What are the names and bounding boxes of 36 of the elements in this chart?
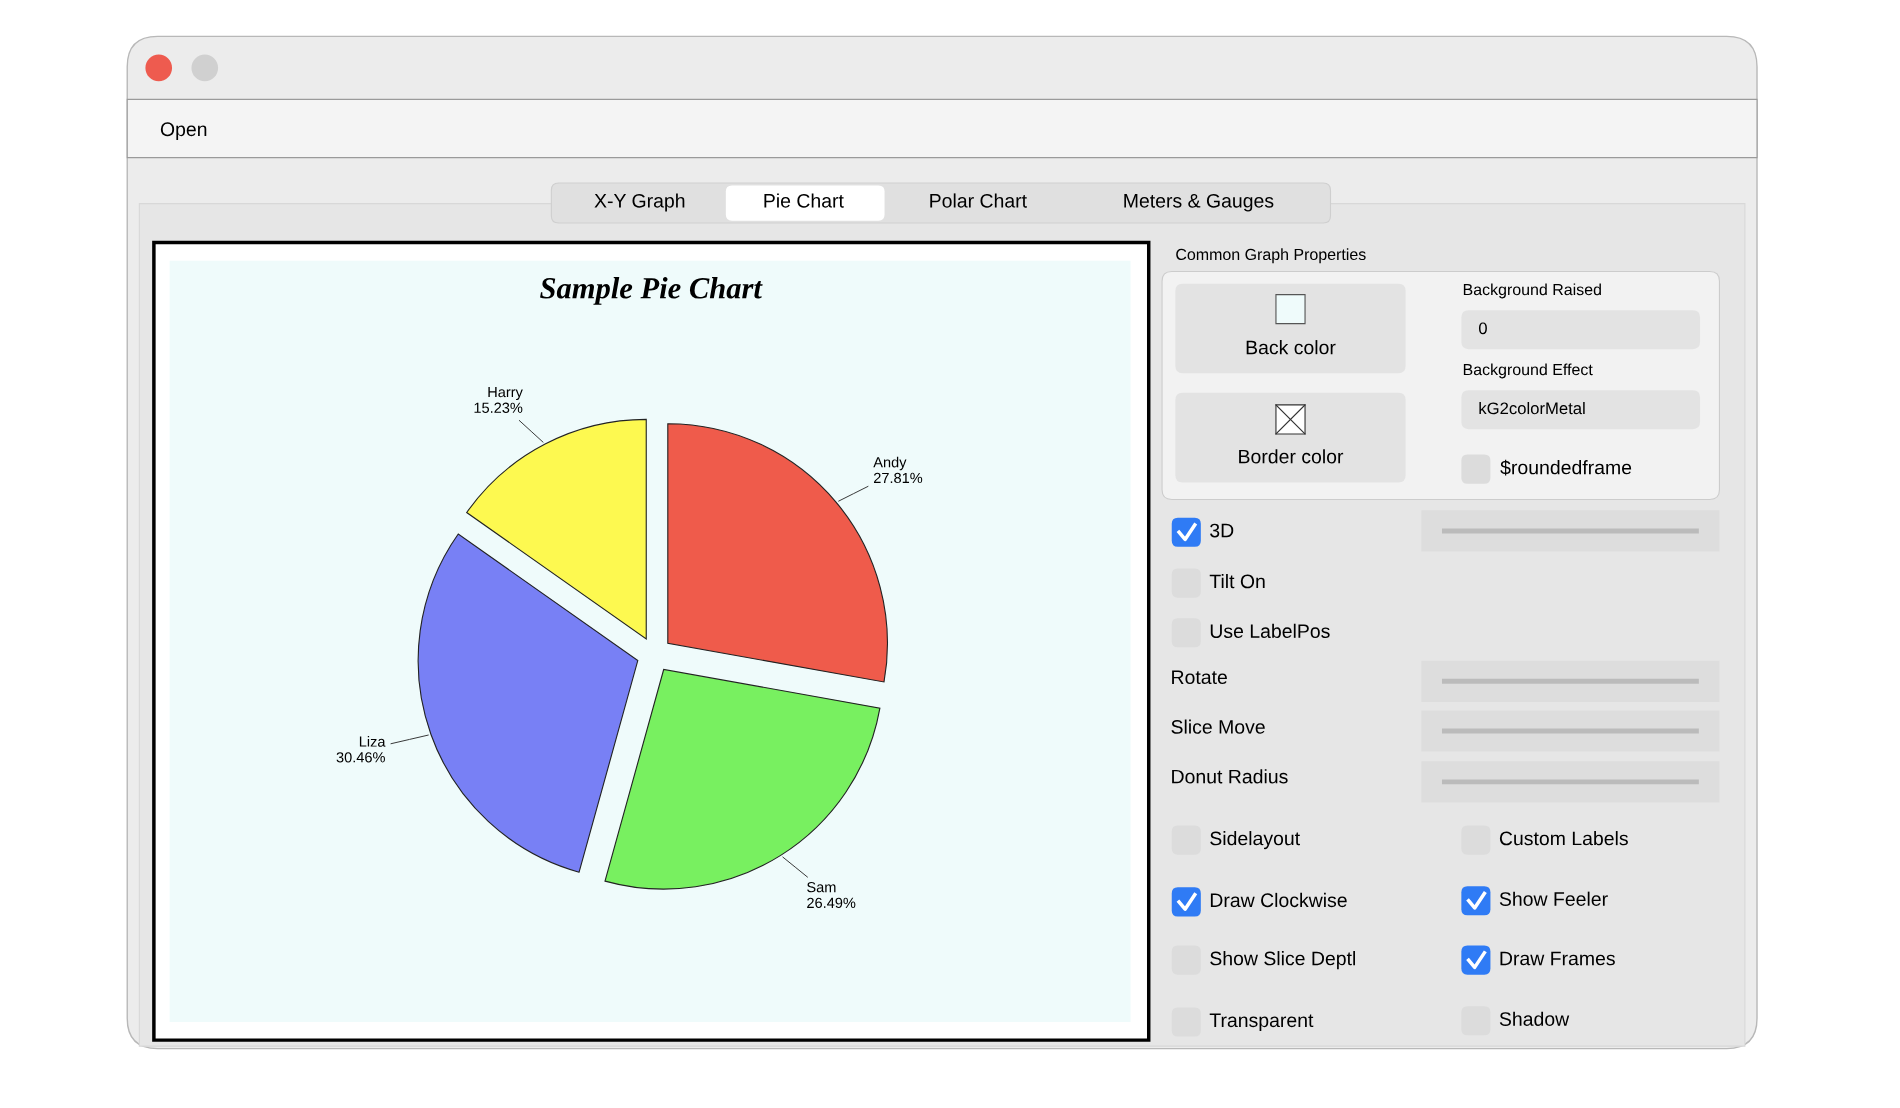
data-label: 26.49% <box>807 897 856 909</box>
text: 0 <box>1478 322 1487 335</box>
chart-title: Sample Pie Chart <box>540 277 763 305</box>
text: Pie Chart <box>764 193 844 208</box>
slice-label: Harry <box>488 387 523 401</box>
text: Polar Chart <box>930 193 1027 208</box>
text: Rotate <box>1172 670 1227 685</box>
data-label: 27.81% <box>873 472 923 484</box>
text: Meters & Gauges <box>1124 193 1274 212</box>
text: $roundedframe <box>1500 459 1632 476</box>
text: Transparent <box>1209 1013 1314 1031</box>
text: Common Graph Properties <box>1176 248 1366 264</box>
text: kG2colorMetal <box>1479 401 1585 415</box>
text: 3D <box>1210 523 1234 538</box>
text: Background Effect <box>1463 363 1593 379</box>
data-label: 15.23% <box>474 402 523 413</box>
text: Border color <box>1239 449 1344 464</box>
text: Show Feeler <box>1499 891 1608 906</box>
text: Background Raised <box>1463 283 1601 299</box>
text: Slice Move <box>1171 719 1265 734</box>
slice-label: Liza <box>359 736 386 747</box>
text: Back color <box>1246 340 1336 355</box>
text: Draw Frames <box>1500 951 1615 966</box>
text: X-Y Graph <box>594 193 685 212</box>
text: Open <box>160 122 207 140</box>
text: Sidelayout <box>1210 831 1300 850</box>
text: Show Slice Deptl <box>1210 951 1355 970</box>
slice-label: Sam <box>807 881 836 893</box>
text: Shadow <box>1499 1011 1570 1026</box>
data-label: 30.46% <box>336 752 385 763</box>
slice-label: Andy <box>873 456 907 471</box>
text: Custom Labels <box>1499 831 1628 846</box>
text: Draw Clockwise <box>1210 892 1347 908</box>
text: Tilt On <box>1209 574 1265 589</box>
text: Use LabelPos <box>1210 623 1330 639</box>
text: Donut Radius <box>1172 769 1288 784</box>
